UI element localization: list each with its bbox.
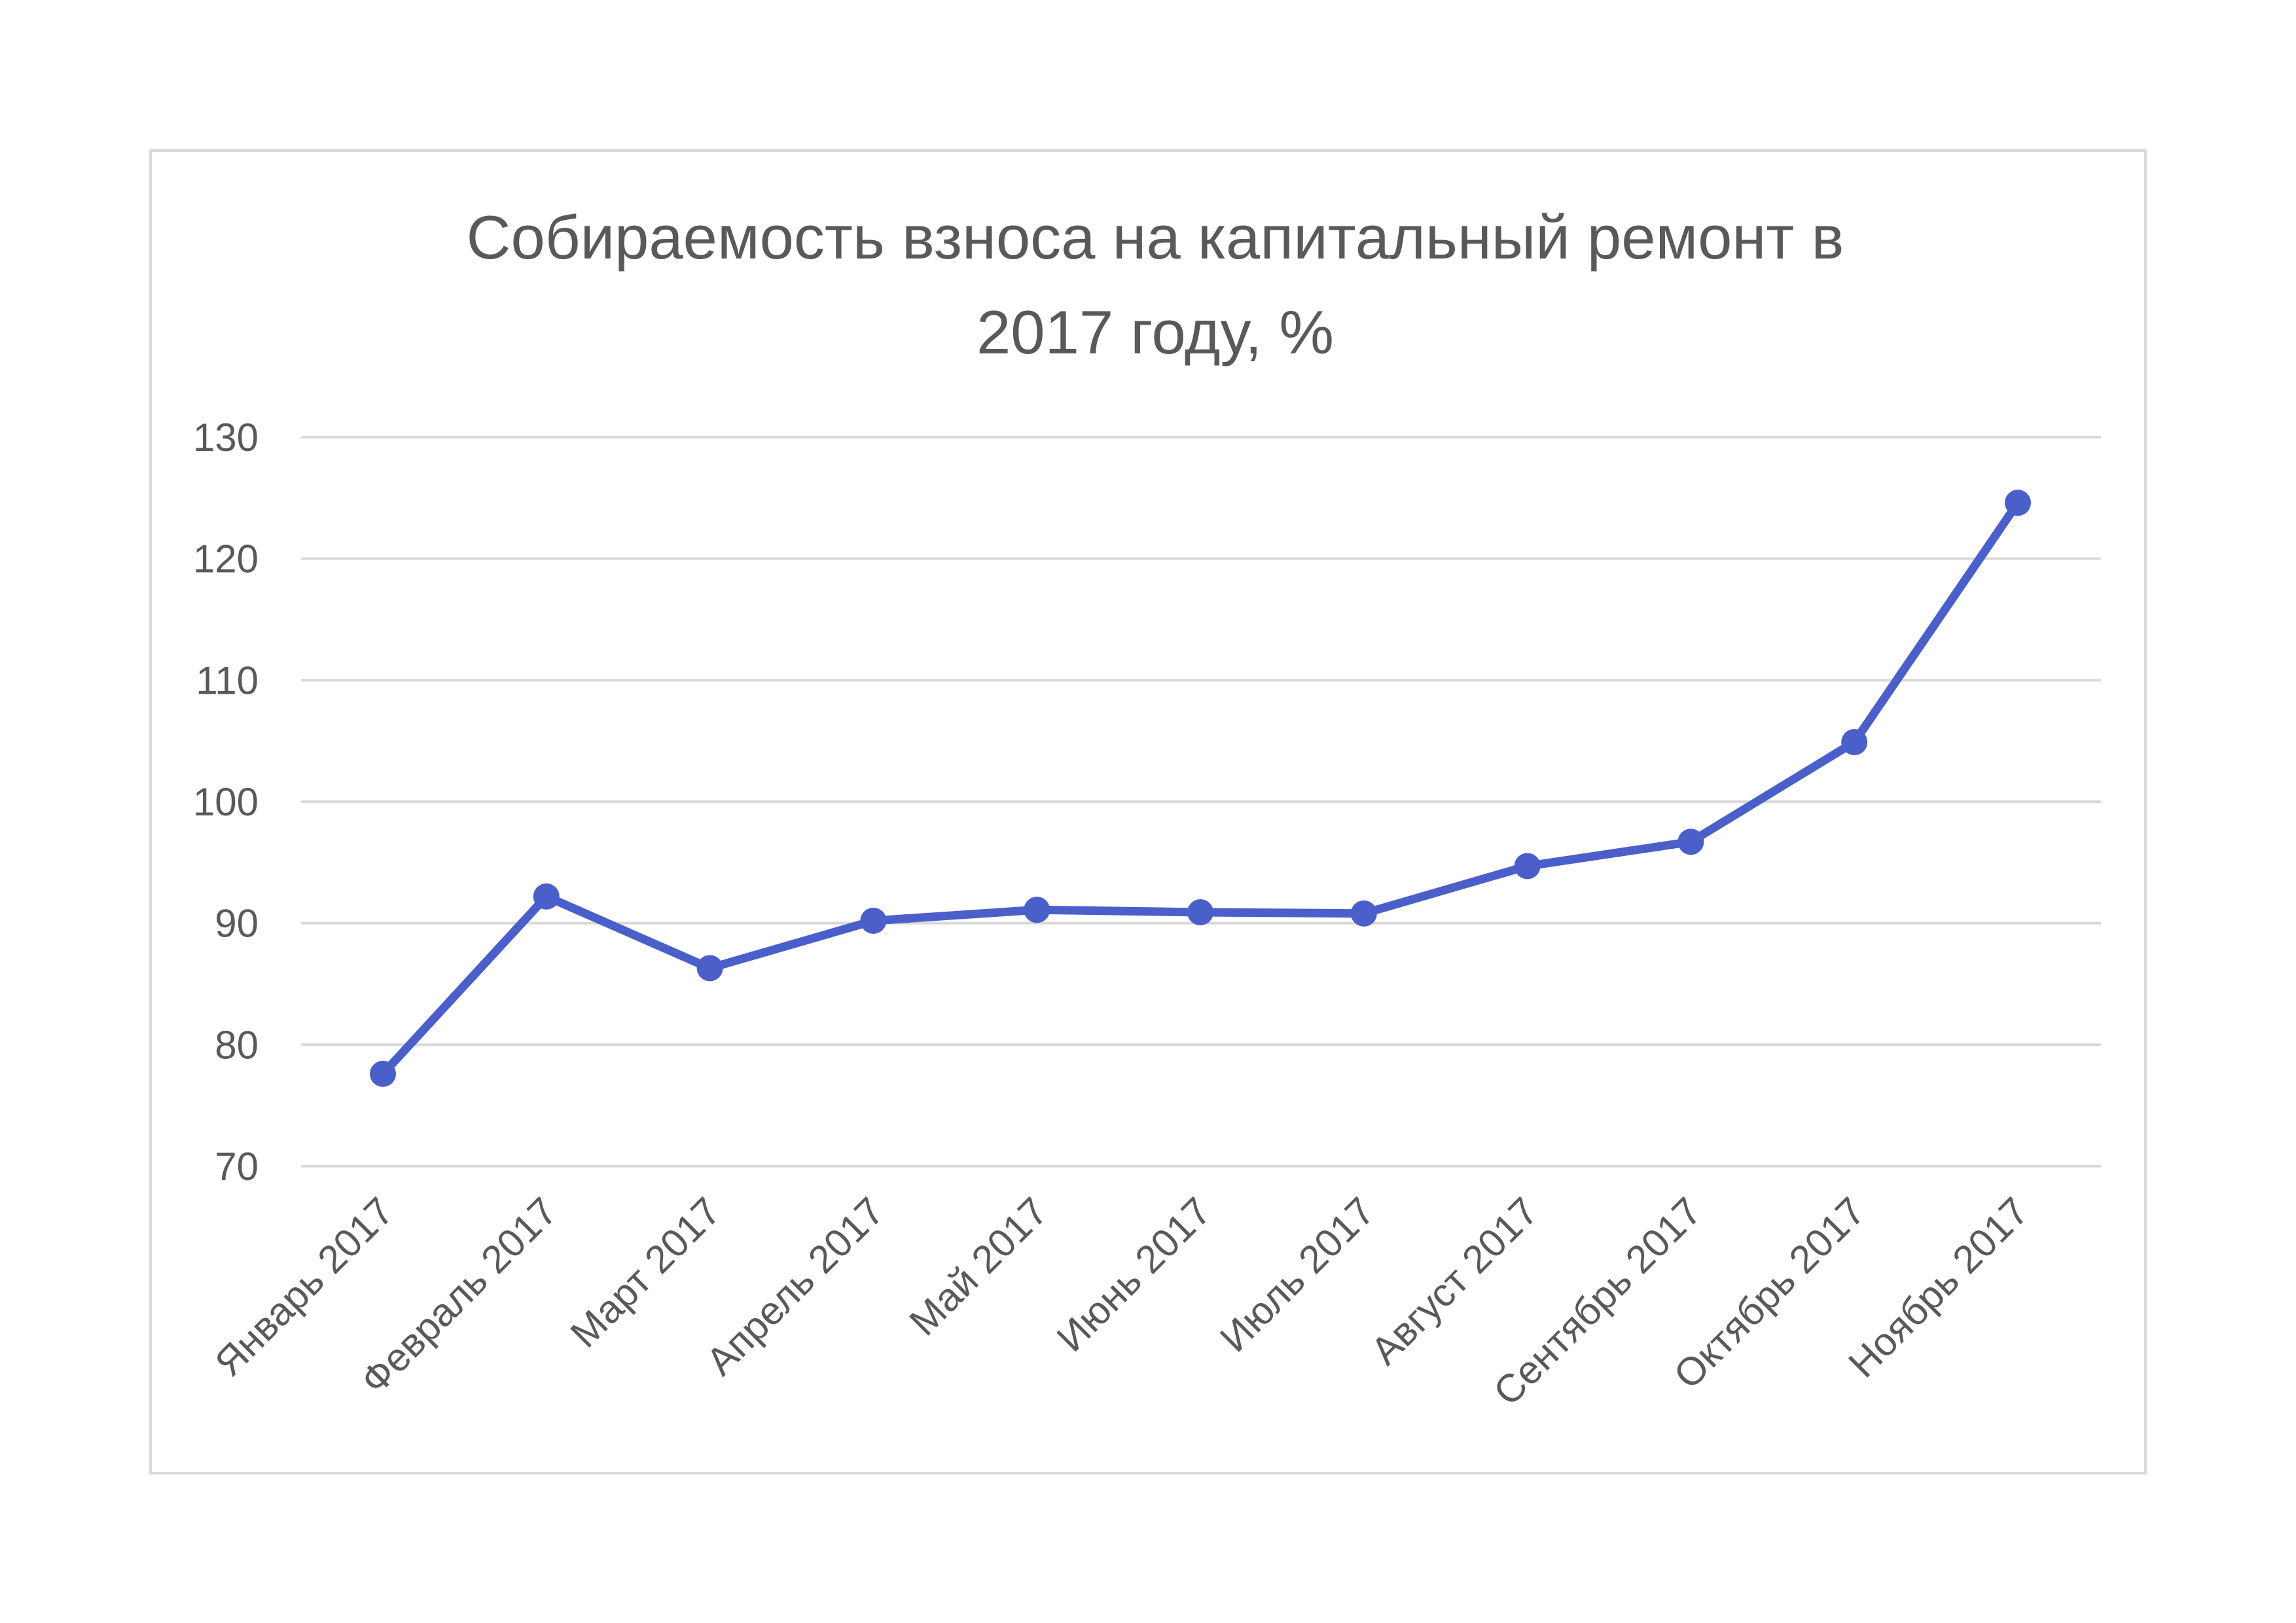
data-point — [370, 1060, 396, 1087]
x-tick-label: Август 2017 — [1363, 1189, 1547, 1373]
x-tick-label: Май 2017 — [901, 1189, 1056, 1344]
gridlines — [301, 436, 2101, 1168]
chart-frame — [149, 149, 2147, 1474]
y-tick-label: 100 — [193, 780, 259, 824]
data-point — [1187, 899, 1213, 925]
data-point — [1350, 900, 1377, 927]
y-tick-label: 120 — [193, 537, 259, 581]
x-tick-label: Март 2017 — [562, 1189, 729, 1356]
data-point — [1841, 729, 1868, 756]
y-tick-label: 90 — [215, 902, 259, 946]
y-tick-label: 70 — [215, 1145, 259, 1188]
y-tick-label: 130 — [193, 416, 259, 459]
chart-title-line-1: Собираемость взноса на капитальный ремон… — [467, 203, 1844, 272]
y-tick-label: 80 — [215, 1023, 259, 1067]
series-line — [378, 498, 2022, 1079]
data-point — [1514, 853, 1541, 880]
data-point — [696, 955, 723, 982]
series-layer — [370, 490, 2031, 1087]
x-tick-label: Июль 2017 — [1211, 1189, 1383, 1361]
data-point — [860, 907, 887, 934]
chart-title-line-2: 2017 году, % — [977, 298, 1334, 366]
data-point — [1024, 897, 1050, 923]
data-point — [2005, 490, 2031, 516]
y-axis-ticks: 70 80 90 100 110 120 130 — [193, 416, 259, 1188]
y-tick-label: 110 — [196, 658, 259, 702]
data-point — [533, 883, 560, 910]
x-tick-label: Июнь 2017 — [1049, 1189, 1219, 1360]
data-point — [1677, 829, 1704, 855]
